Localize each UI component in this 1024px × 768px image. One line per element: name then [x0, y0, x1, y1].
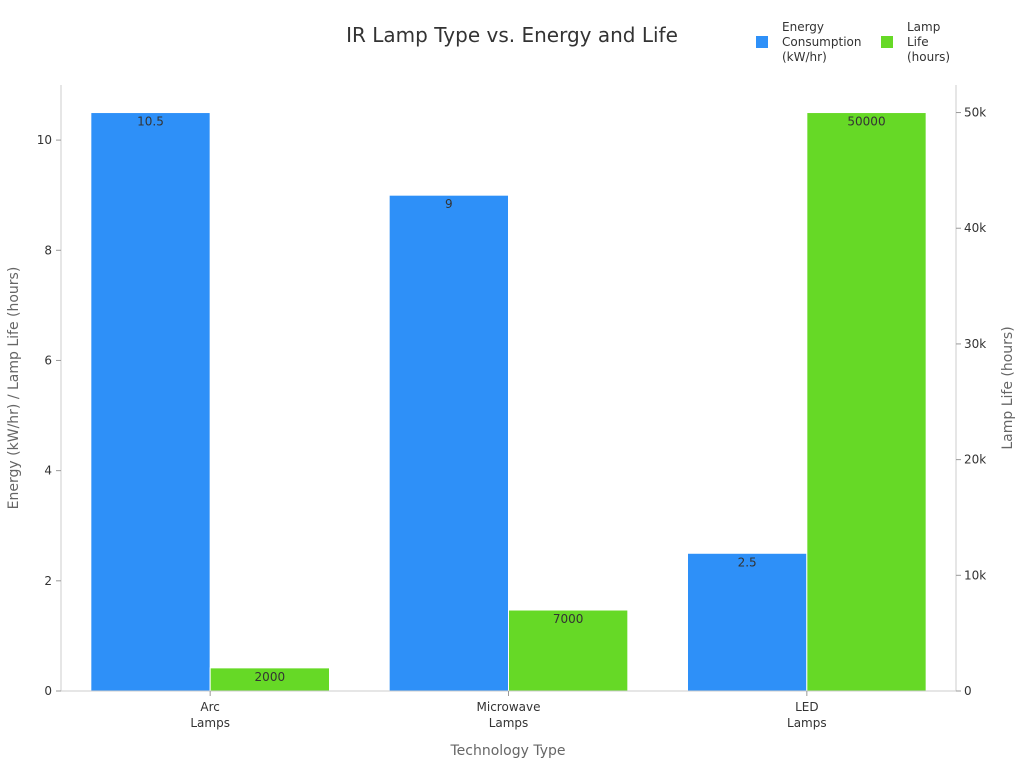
x-tick-label: LED Lamps — [787, 700, 827, 730]
bar-energy-0 — [90, 112, 211, 692]
legend-label-life: Lamp Life (hours) — [907, 20, 950, 64]
data-label-energy-0: 10.5 — [137, 115, 164, 129]
y-tick-label: 6 — [44, 353, 52, 367]
legend-swatch-life — [881, 36, 893, 48]
y-tick-label: 10 — [37, 133, 52, 147]
y2-tick-label: 10k — [964, 568, 986, 582]
y2-tick-label: 0 — [964, 684, 972, 698]
x-tick-label: Microwave Lamps — [477, 700, 541, 730]
bars — [90, 112, 927, 692]
y2-tick-label: 30k — [964, 337, 986, 351]
x-axis-title: Technology Type — [449, 743, 565, 759]
data-label-energy-2: 2.5 — [738, 555, 757, 569]
chart-title: IR Lamp Type vs. Energy and Life — [346, 23, 678, 47]
legend-label-energy: Energy Consumption (kW/hr) — [782, 20, 861, 64]
axes: 0 2 4 6 8 10 0 10k 20k 30k 40k 50k Arc Lamps Microwave… — [37, 85, 986, 730]
data-labels: 10.5 2000 9 7000 2.5 50000 — [137, 115, 885, 684]
legend: Energy Consumption (kW/hr) Lamp Life (hours) — [756, 20, 950, 64]
bar-life-2 — [806, 112, 927, 692]
y-tick-label: 8 — [44, 243, 52, 257]
data-label-life-2: 50000 — [847, 115, 885, 129]
data-label-life-0: 2000 — [255, 670, 286, 684]
y-axis-title: Energy (kW/hr) / Lamp Life (hours) — [6, 267, 22, 510]
y-tick-label: 4 — [44, 464, 52, 478]
y-tick-label: 0 — [44, 684, 52, 698]
y2-tick-label: 20k — [964, 453, 986, 467]
y-tick-label: 2 — [44, 574, 52, 588]
x-tick-label: Arc Lamps — [190, 700, 230, 730]
bar-life-1 — [508, 609, 629, 692]
bar-energy-1 — [388, 194, 510, 692]
data-label-life-1: 7000 — [553, 612, 584, 626]
y2-tick-label: 40k — [964, 221, 986, 235]
y2-axis-title: Lamp Life (hours) — [1000, 326, 1016, 449]
legend-swatch-energy — [756, 36, 768, 48]
data-label-energy-1: 9 — [445, 197, 453, 211]
bar-energy-2 — [687, 552, 808, 692]
y2-tick-label: 50k — [964, 106, 986, 120]
